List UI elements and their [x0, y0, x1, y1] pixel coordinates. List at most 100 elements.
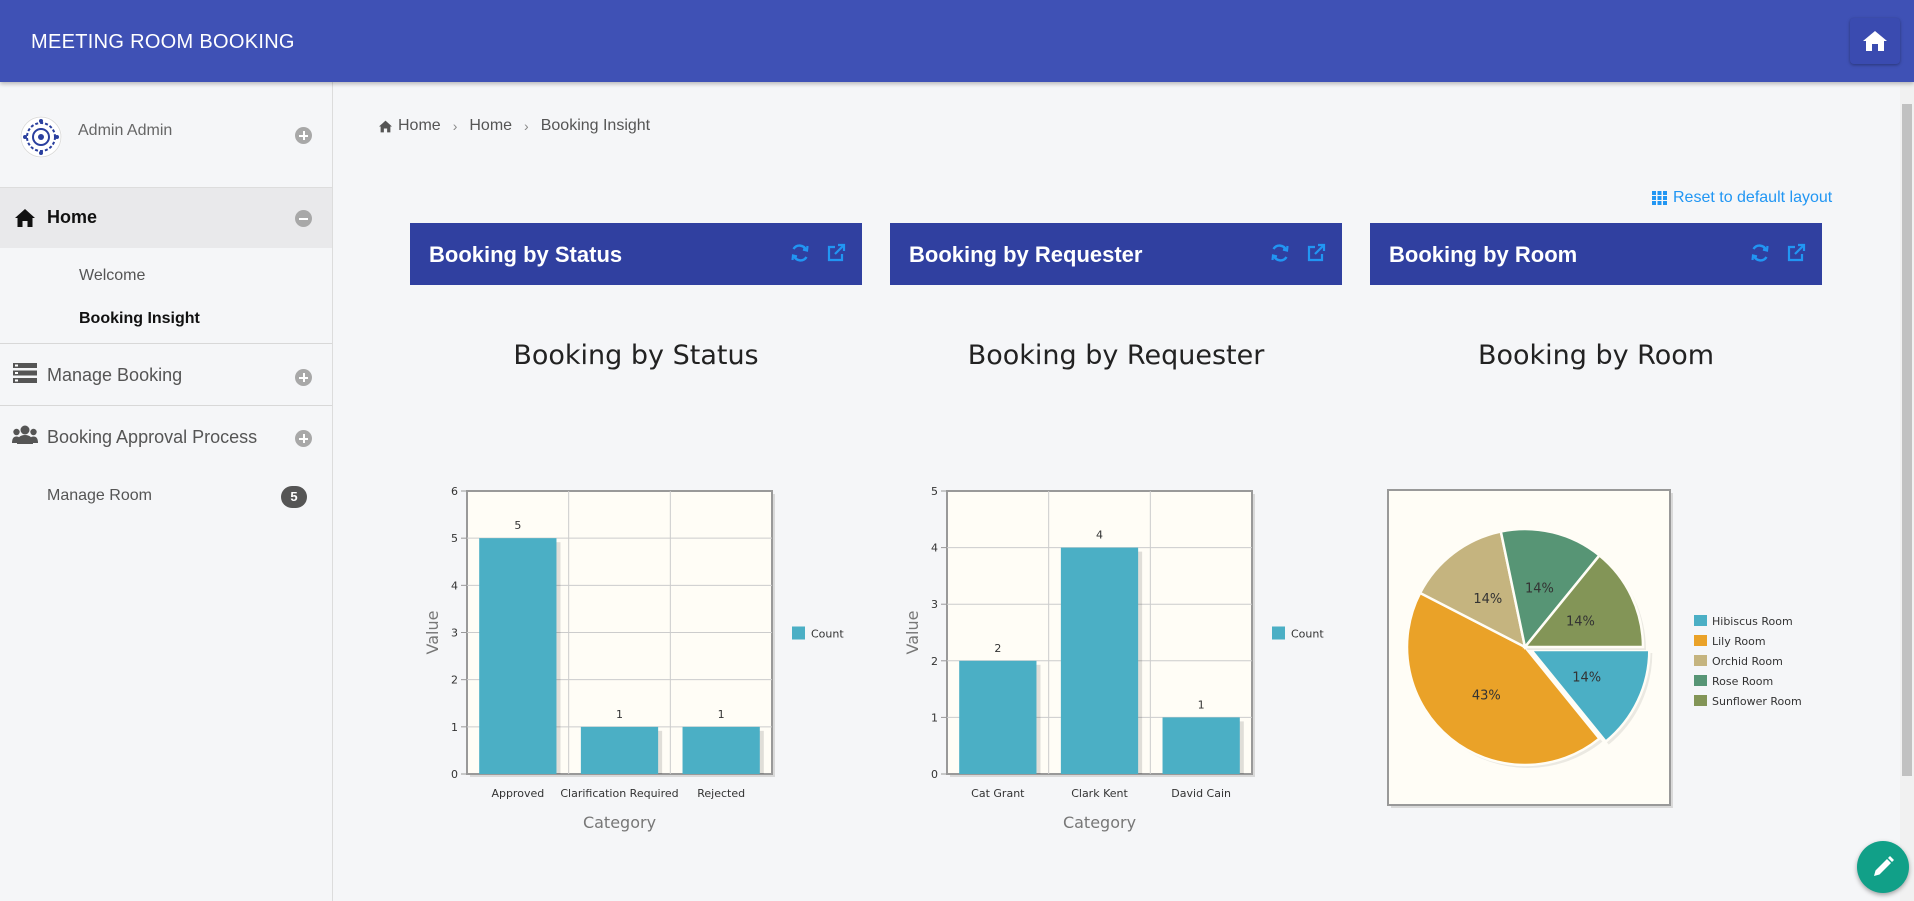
pie-slice — [1522, 553, 1645, 649]
y-tick-label: 0 — [931, 768, 938, 781]
slice-label: 43% — [1472, 689, 1501, 704]
scrollbar[interactable] — [1900, 82, 1914, 901]
sidebar-item-home-label: Home — [47, 207, 98, 227]
chevron-right-icon: › — [524, 118, 529, 134]
legend-swatch — [1694, 695, 1707, 706]
x-tick-label: Cat Grant — [971, 787, 1025, 800]
legend-swatch — [1694, 635, 1707, 646]
expand-icon[interactable] — [295, 369, 312, 386]
x-tick-label: Rejected — [697, 787, 745, 800]
app-title: MEETING ROOM BOOKING — [31, 31, 295, 53]
sidebar-item-manage-room-label: Manage Room — [47, 487, 152, 504]
legend-label: Orchid Room — [1712, 655, 1783, 668]
y-tick-label: 4 — [451, 579, 458, 592]
y-tick-label: 3 — [931, 598, 938, 611]
y-tick-label: 5 — [451, 532, 458, 545]
sidebar-item-booking-insight[interactable]: Booking Insight — [79, 310, 200, 327]
y-axis-label: Value — [903, 611, 922, 655]
pie-slice — [1528, 648, 1651, 744]
legend-label: Count — [811, 628, 844, 641]
slice-label: 14% — [1572, 670, 1601, 685]
bar — [959, 660, 1037, 774]
legend-label: Lily Room — [1712, 635, 1766, 648]
home-icon — [379, 120, 392, 132]
data-label: 5 — [514, 519, 521, 532]
sidebar-item-home[interactable]: Home — [0, 188, 332, 248]
panel-header-status: Booking by Status — [410, 223, 862, 285]
bar — [682, 726, 760, 774]
y-tick-label: 1 — [931, 711, 938, 724]
legend-swatch — [1694, 655, 1707, 666]
breadcrumb-home-2[interactable]: Home — [469, 117, 513, 134]
breadcrumb-home[interactable]: Home — [398, 117, 441, 134]
legend-swatch — [1272, 626, 1285, 640]
legend-label: Rose Room — [1712, 675, 1773, 688]
pie-slice — [1418, 530, 1527, 650]
legend-swatch — [1694, 615, 1707, 626]
data-label: 1 — [1198, 698, 1205, 711]
sidebar-item-manage-booking[interactable]: Manage Booking — [0, 344, 332, 406]
data-label: 1 — [616, 708, 623, 721]
y-axis-label: Value — [423, 611, 442, 655]
bar — [580, 726, 659, 774]
y-tick-label: 2 — [451, 674, 458, 687]
external-link-icon[interactable] — [1786, 243, 1806, 263]
users-icon — [12, 425, 38, 444]
pie-slice — [1499, 527, 1602, 650]
legend-label: Sunflower Room — [1712, 695, 1802, 708]
y-tick-label: 1 — [451, 721, 458, 734]
breadcrumb: Home › Home › Booking Insight — [378, 117, 650, 135]
scrollbar-thumb[interactable] — [1902, 104, 1912, 776]
sidebar-item-manage-booking-label: Manage Booking — [47, 365, 183, 385]
slice-label: 14% — [1473, 592, 1502, 607]
slice-label: 14% — [1566, 615, 1595, 630]
main-content: Home › Home › Booking Insight Reset to d… — [334, 82, 1914, 901]
chevron-right-icon: › — [452, 118, 458, 134]
refresh-icon[interactable] — [790, 243, 810, 263]
bar-chart-status: 0 1 2 3 4 5 6 5 Approved 1 Clarification Required 1… — [423, 485, 844, 832]
divider — [0, 343, 332, 344]
y-tick-label: 2 — [931, 655, 938, 668]
sidebar-item-manage-room[interactable]: Manage Room 5 — [0, 472, 332, 522]
user-panel: Admin Admin — [0, 82, 332, 188]
panel-title: Booking by Requester — [909, 242, 1143, 267]
pie-slice — [1405, 591, 1602, 767]
breadcrumb-current: Booking Insight — [540, 117, 651, 134]
x-axis-label: Category — [583, 813, 656, 832]
sidebar: Admin Admin Home Welcome Booking Insight… — [0, 82, 333, 901]
bar-chart-requester: 0 1 2 3 4 5 2 Cat Grant 4 Clark Kent 1 David Cain Ca… — [903, 485, 1324, 832]
y-tick-label: 4 — [931, 542, 938, 555]
collapse-icon[interactable] — [295, 210, 312, 227]
sidebar-item-booking-approval-label: Booking Approval Process — [47, 427, 258, 447]
refresh-icon[interactable] — [1750, 243, 1770, 263]
app-header: MEETING ROOM BOOKING — [0, 0, 1914, 82]
data-label: 2 — [994, 642, 1001, 655]
legend-swatch — [1694, 675, 1707, 686]
reset-layout-link[interactable]: Reset to default layout — [1652, 189, 1832, 207]
data-label: 1 — [718, 708, 725, 721]
bar — [1060, 547, 1139, 774]
sidebar-item-booking-approval[interactable]: Booking Approval Process — [0, 406, 332, 468]
home-icon — [15, 209, 35, 227]
grid-icon — [1652, 191, 1667, 205]
external-link-icon[interactable] — [1306, 243, 1326, 263]
panel-header-requester: Booking by Requester — [890, 223, 1342, 285]
x-axis-label: Category — [1063, 813, 1136, 832]
y-tick-label: 6 — [451, 485, 458, 498]
avatar[interactable] — [20, 116, 62, 158]
external-link-icon[interactable] — [826, 243, 846, 263]
reset-layout-label: Reset to default layout — [1673, 189, 1833, 206]
expand-user-icon[interactable] — [295, 127, 312, 144]
list-icon — [13, 363, 37, 383]
home-button[interactable] — [1850, 18, 1900, 64]
count-badge: 5 — [281, 486, 307, 508]
legend-label: Count — [1291, 628, 1324, 641]
sidebar-item-welcome[interactable]: Welcome — [79, 267, 146, 284]
pencil-icon — [1874, 856, 1894, 876]
refresh-icon[interactable] — [1270, 243, 1290, 263]
chart-title: Booking by Room — [1477, 340, 1715, 371]
edit-button[interactable] — [1857, 841, 1909, 893]
expand-icon[interactable] — [295, 430, 312, 447]
user-name: Admin Admin — [78, 122, 173, 139]
y-tick-label: 3 — [451, 627, 458, 640]
